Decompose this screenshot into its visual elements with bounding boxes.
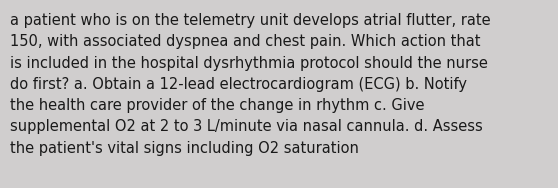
Text: a patient who is on the telemetry unit develops atrial flutter, rate
150, with a: a patient who is on the telemetry unit d… [10,13,490,156]
